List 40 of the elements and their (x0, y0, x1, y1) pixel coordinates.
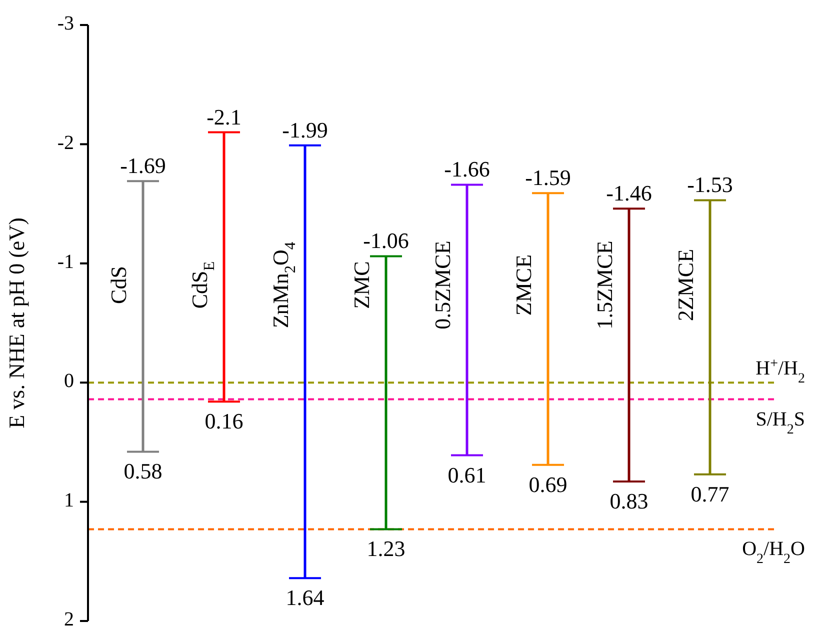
annotation: -1.46 (606, 180, 652, 206)
bar (142, 181, 144, 452)
bar (628, 208, 630, 482)
annotation: 1.23 (366, 536, 406, 562)
annotation: 0.83 (610, 488, 648, 514)
bar (708, 200, 712, 474)
annotation: 0.16 (204, 408, 244, 434)
y-tick-label: -1 (57, 250, 74, 273)
x-tick-label: CdS (106, 266, 132, 304)
bar (222, 132, 226, 402)
x-tick-label: 1.5ZMCE (592, 240, 618, 330)
annotation: -1.99 (282, 117, 328, 142)
x-tick-label: 0.5ZMCE (430, 240, 456, 330)
annotation: 0.61 (448, 462, 486, 488)
y-tick-label: 1 (64, 489, 74, 512)
annotation: -1.69 (120, 153, 166, 178)
y-tick-label: -2 (57, 132, 74, 154)
x-tick-label: 2ZMCE (673, 248, 698, 322)
annotation: -1.06 (363, 228, 409, 254)
bar (466, 184, 468, 456)
annotation: 0.77 (690, 481, 730, 506)
y-tick-label: 0 (64, 370, 74, 392)
annotation: 0.69 (528, 472, 568, 497)
bar (546, 193, 550, 465)
annotation: -1.66 (444, 156, 490, 182)
annotation: 0.58 (124, 458, 162, 484)
x-tick-label: ZMC (349, 261, 374, 309)
y-tick-label: 2 (64, 608, 74, 630)
bar (384, 256, 388, 530)
annotation: -1.59 (525, 165, 571, 190)
annotation: -1.53 (687, 172, 733, 198)
y-axis-title: E vs. NHE at pH 0 (eV) (4, 218, 29, 428)
bar (304, 145, 306, 578)
annotation: -2.1 (206, 104, 242, 130)
ref-line-label: O$_{2}$/H$_{2}$O (742, 538, 805, 567)
annotation: 1.64 (286, 585, 324, 610)
y-tick-label: -3 (57, 12, 74, 35)
ref-line-label: H$^{+}$/H$_{2}$ (756, 356, 805, 386)
ref-line-label: S/H$_{2}$S (756, 408, 805, 437)
x-tick-label: ZMCE (511, 254, 536, 316)
